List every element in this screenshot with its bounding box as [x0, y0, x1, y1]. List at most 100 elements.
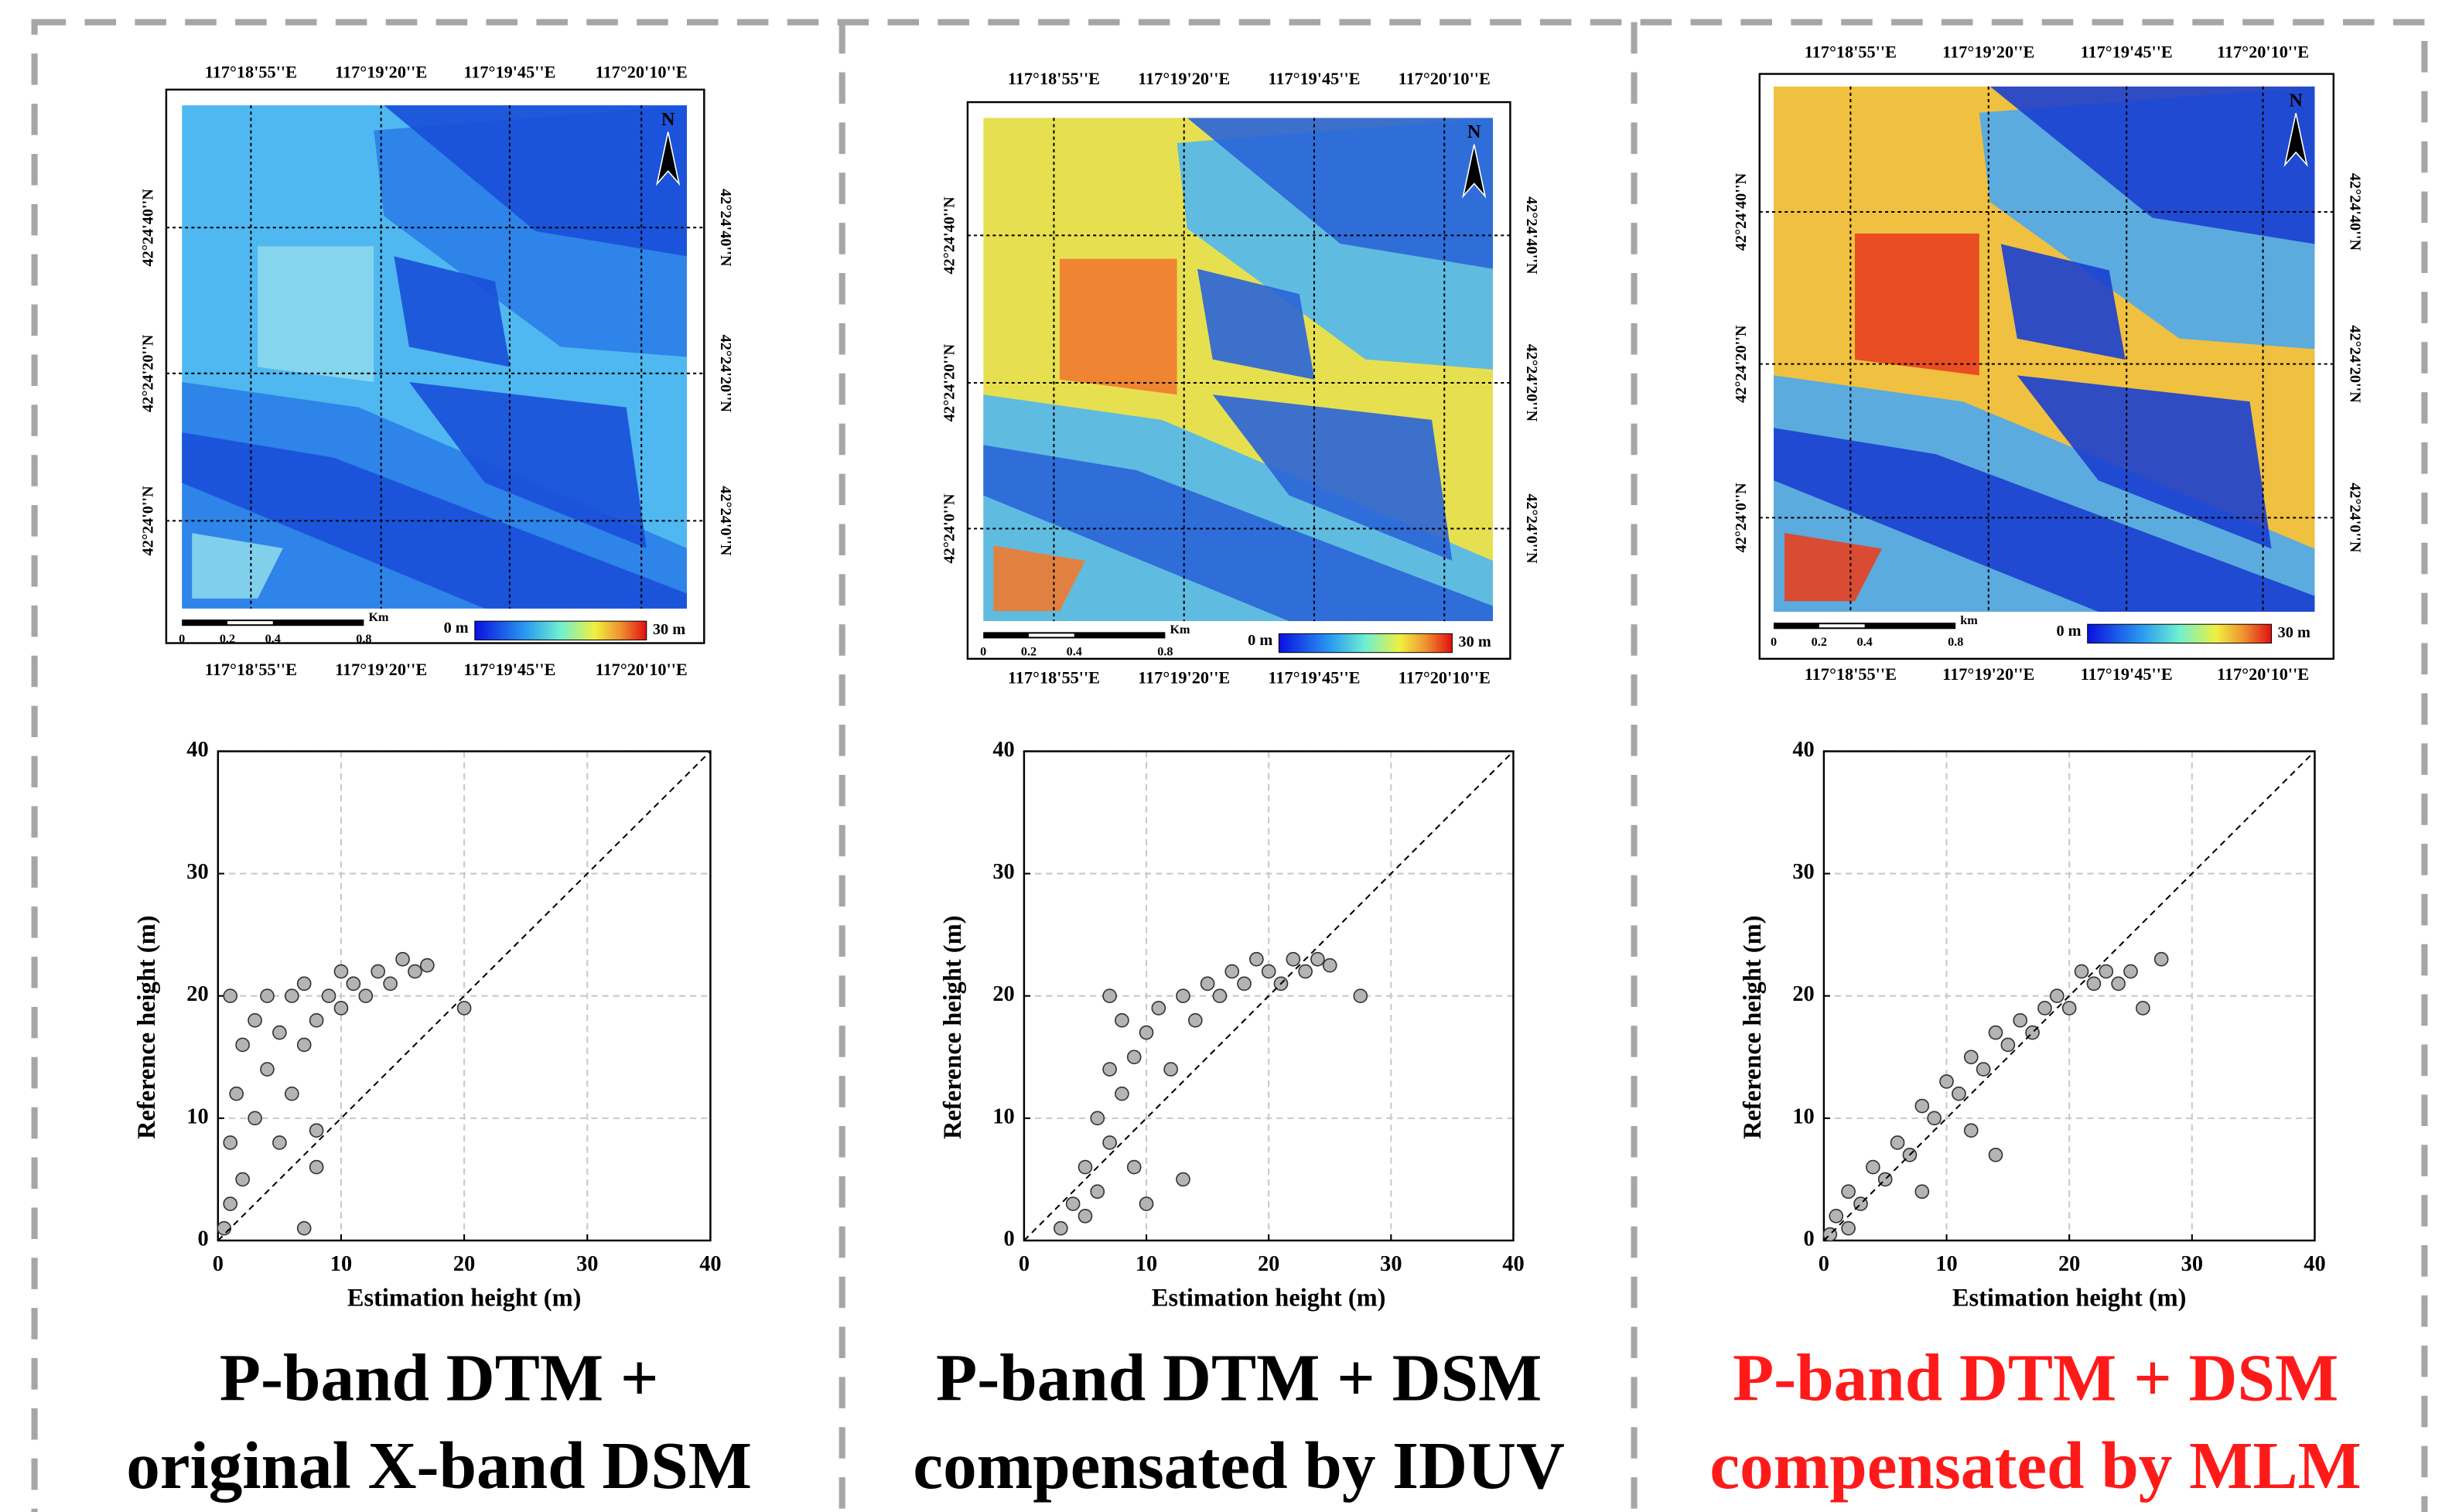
scatter-point: [1988, 1025, 2003, 1040]
scatter-point: [1115, 1012, 1129, 1028]
latitude-label: 42°24'20''N: [1523, 344, 1540, 422]
latitude-label: 42°24'0''N: [1733, 483, 1750, 553]
scatter-point: [235, 1172, 250, 1187]
scatter-point: [1212, 988, 1228, 1004]
longitude-label: 117°19'45''E: [2081, 664, 2173, 684]
scatter-point: [1866, 1159, 1880, 1175]
scale-label: 0.8: [1948, 635, 1963, 649]
plot-frame: [1023, 750, 1515, 1242]
map-region: [1989, 86, 2315, 244]
map-region: [1784, 533, 1882, 602]
map-region: [2017, 375, 2272, 549]
longitude-label: 117°18'55''E: [205, 63, 297, 82]
latitude-label: 42°24'0''N: [1523, 493, 1540, 564]
north-arrow: [656, 131, 681, 186]
x-tick-label: 10: [1136, 1252, 1157, 1276]
y-tick-label: 30: [186, 860, 208, 884]
x-tick-label: 20: [453, 1252, 475, 1276]
scatter-point: [284, 988, 299, 1004]
longitude-label: 117°19'20''E: [1942, 664, 2034, 684]
longitude-label: 117°18'55''E: [205, 660, 297, 679]
scatter-point: [1249, 951, 1264, 967]
scatter-chart: 0 10 20 30 40 0 10 20 30 40 Estimation height (m) R…: [913, 738, 1565, 1503]
latitude-label: 42°24'40''N: [941, 196, 958, 275]
scale-label: 0.4: [1856, 635, 1872, 649]
scatter-point: [1078, 1159, 1093, 1175]
y-axis-label: Reference height (m): [1739, 916, 1767, 1139]
longitude-label: 117°18'55''E: [1805, 42, 1897, 61]
caption: P-band DTM + DSM: [936, 1340, 1542, 1415]
scatter-point: [420, 957, 435, 973]
longitude-label: 117°19'20''E: [1138, 667, 1230, 687]
scatter-point: [1139, 1025, 1154, 1040]
map-region: [1774, 428, 2315, 612]
scatter-point: [1224, 964, 1240, 979]
map-region: [384, 105, 688, 257]
map-region: [1212, 394, 1453, 561]
map-region: [1187, 118, 1494, 269]
scatter-point: [296, 1220, 312, 1236]
scatter-point: [260, 1062, 275, 1077]
longitude-label: 117°20'10''E: [1399, 667, 1491, 687]
map: 117°18'55''E 117°18'55''E 117°19'20''E 117°…: [941, 69, 1540, 687]
scatter-point: [1102, 1135, 1117, 1150]
x-tick-label: 40: [699, 1252, 721, 1276]
scatter-point: [309, 1123, 324, 1138]
scatter-point: [1176, 1172, 1190, 1187]
scatter-point: [223, 988, 238, 1004]
one-to-one-line: [1023, 750, 1515, 1241]
scatter-point: [1298, 964, 1313, 979]
x-tick-label: 30: [2181, 1252, 2203, 1276]
caption: P-band DTM + DSM: [1733, 1340, 2338, 1415]
legend-max: 30 m: [1459, 633, 1491, 650]
scatter-point: [358, 988, 374, 1004]
y-tick-label: 20: [1792, 982, 1814, 1006]
scatter-point: [321, 988, 336, 1004]
colorbar: [1278, 633, 1453, 654]
scatter-point: [1151, 1001, 1166, 1015]
longitude-label: 117°18'55''E: [1805, 664, 1897, 684]
scatter-point: [223, 1196, 238, 1211]
y-tick-label: 0: [1004, 1227, 1015, 1251]
map-region: [1060, 258, 1177, 395]
y-tick-label: 10: [992, 1104, 1014, 1128]
legend-min: 0 m: [444, 619, 469, 637]
scatter-point: [2086, 976, 2102, 992]
x-tick-label: 0: [1819, 1252, 1829, 1276]
scale-label: 0: [1771, 635, 1777, 649]
scatter-point: [1090, 1111, 1105, 1126]
scale-label: 0.2: [1021, 644, 1037, 658]
scatter-point: [2099, 964, 2114, 979]
latitude-label: 42°24'40''N: [139, 189, 156, 267]
scatter-point: [333, 964, 349, 979]
plot-frame: [217, 750, 712, 1242]
scatter-point: [1261, 964, 1276, 979]
scatter-point: [1102, 988, 1117, 1004]
scatter-point: [284, 1086, 299, 1101]
scatter-point: [1126, 1050, 1142, 1065]
scatter-point: [1102, 1062, 1117, 1077]
scatter-point: [1126, 1159, 1142, 1175]
y-tick-label: 40: [186, 738, 208, 762]
x-tick-label: 40: [2304, 1252, 2325, 1276]
longitude-label: 117°19'45''E: [463, 660, 555, 679]
scale-label: 0.8: [356, 632, 371, 646]
scatter-point: [272, 1025, 287, 1040]
legend-max: 30 m: [653, 621, 685, 638]
scatter-point: [2111, 976, 2126, 992]
y-axis-label: Reference height (m): [133, 916, 161, 1139]
north-label: N: [1467, 121, 1481, 142]
longitude-label: 117°19'20''E: [335, 63, 427, 82]
latitude-label: 42°24'20''N: [139, 334, 156, 412]
latitude-label: 42°24'40''N: [1733, 172, 1750, 251]
scatter-point: [1176, 988, 1190, 1004]
legend-min: 0 m: [2056, 623, 2081, 640]
scatter-point: [1237, 976, 1252, 992]
longitude-label: 117°19'20''E: [335, 660, 427, 679]
scale-label: 0.4: [265, 632, 281, 646]
scale-unit: Km: [368, 610, 389, 624]
map-region: [1854, 233, 1979, 376]
longitude-label: 117°18'55''E: [1008, 69, 1100, 88]
map-region: [192, 533, 283, 599]
scatter-point: [260, 988, 275, 1004]
